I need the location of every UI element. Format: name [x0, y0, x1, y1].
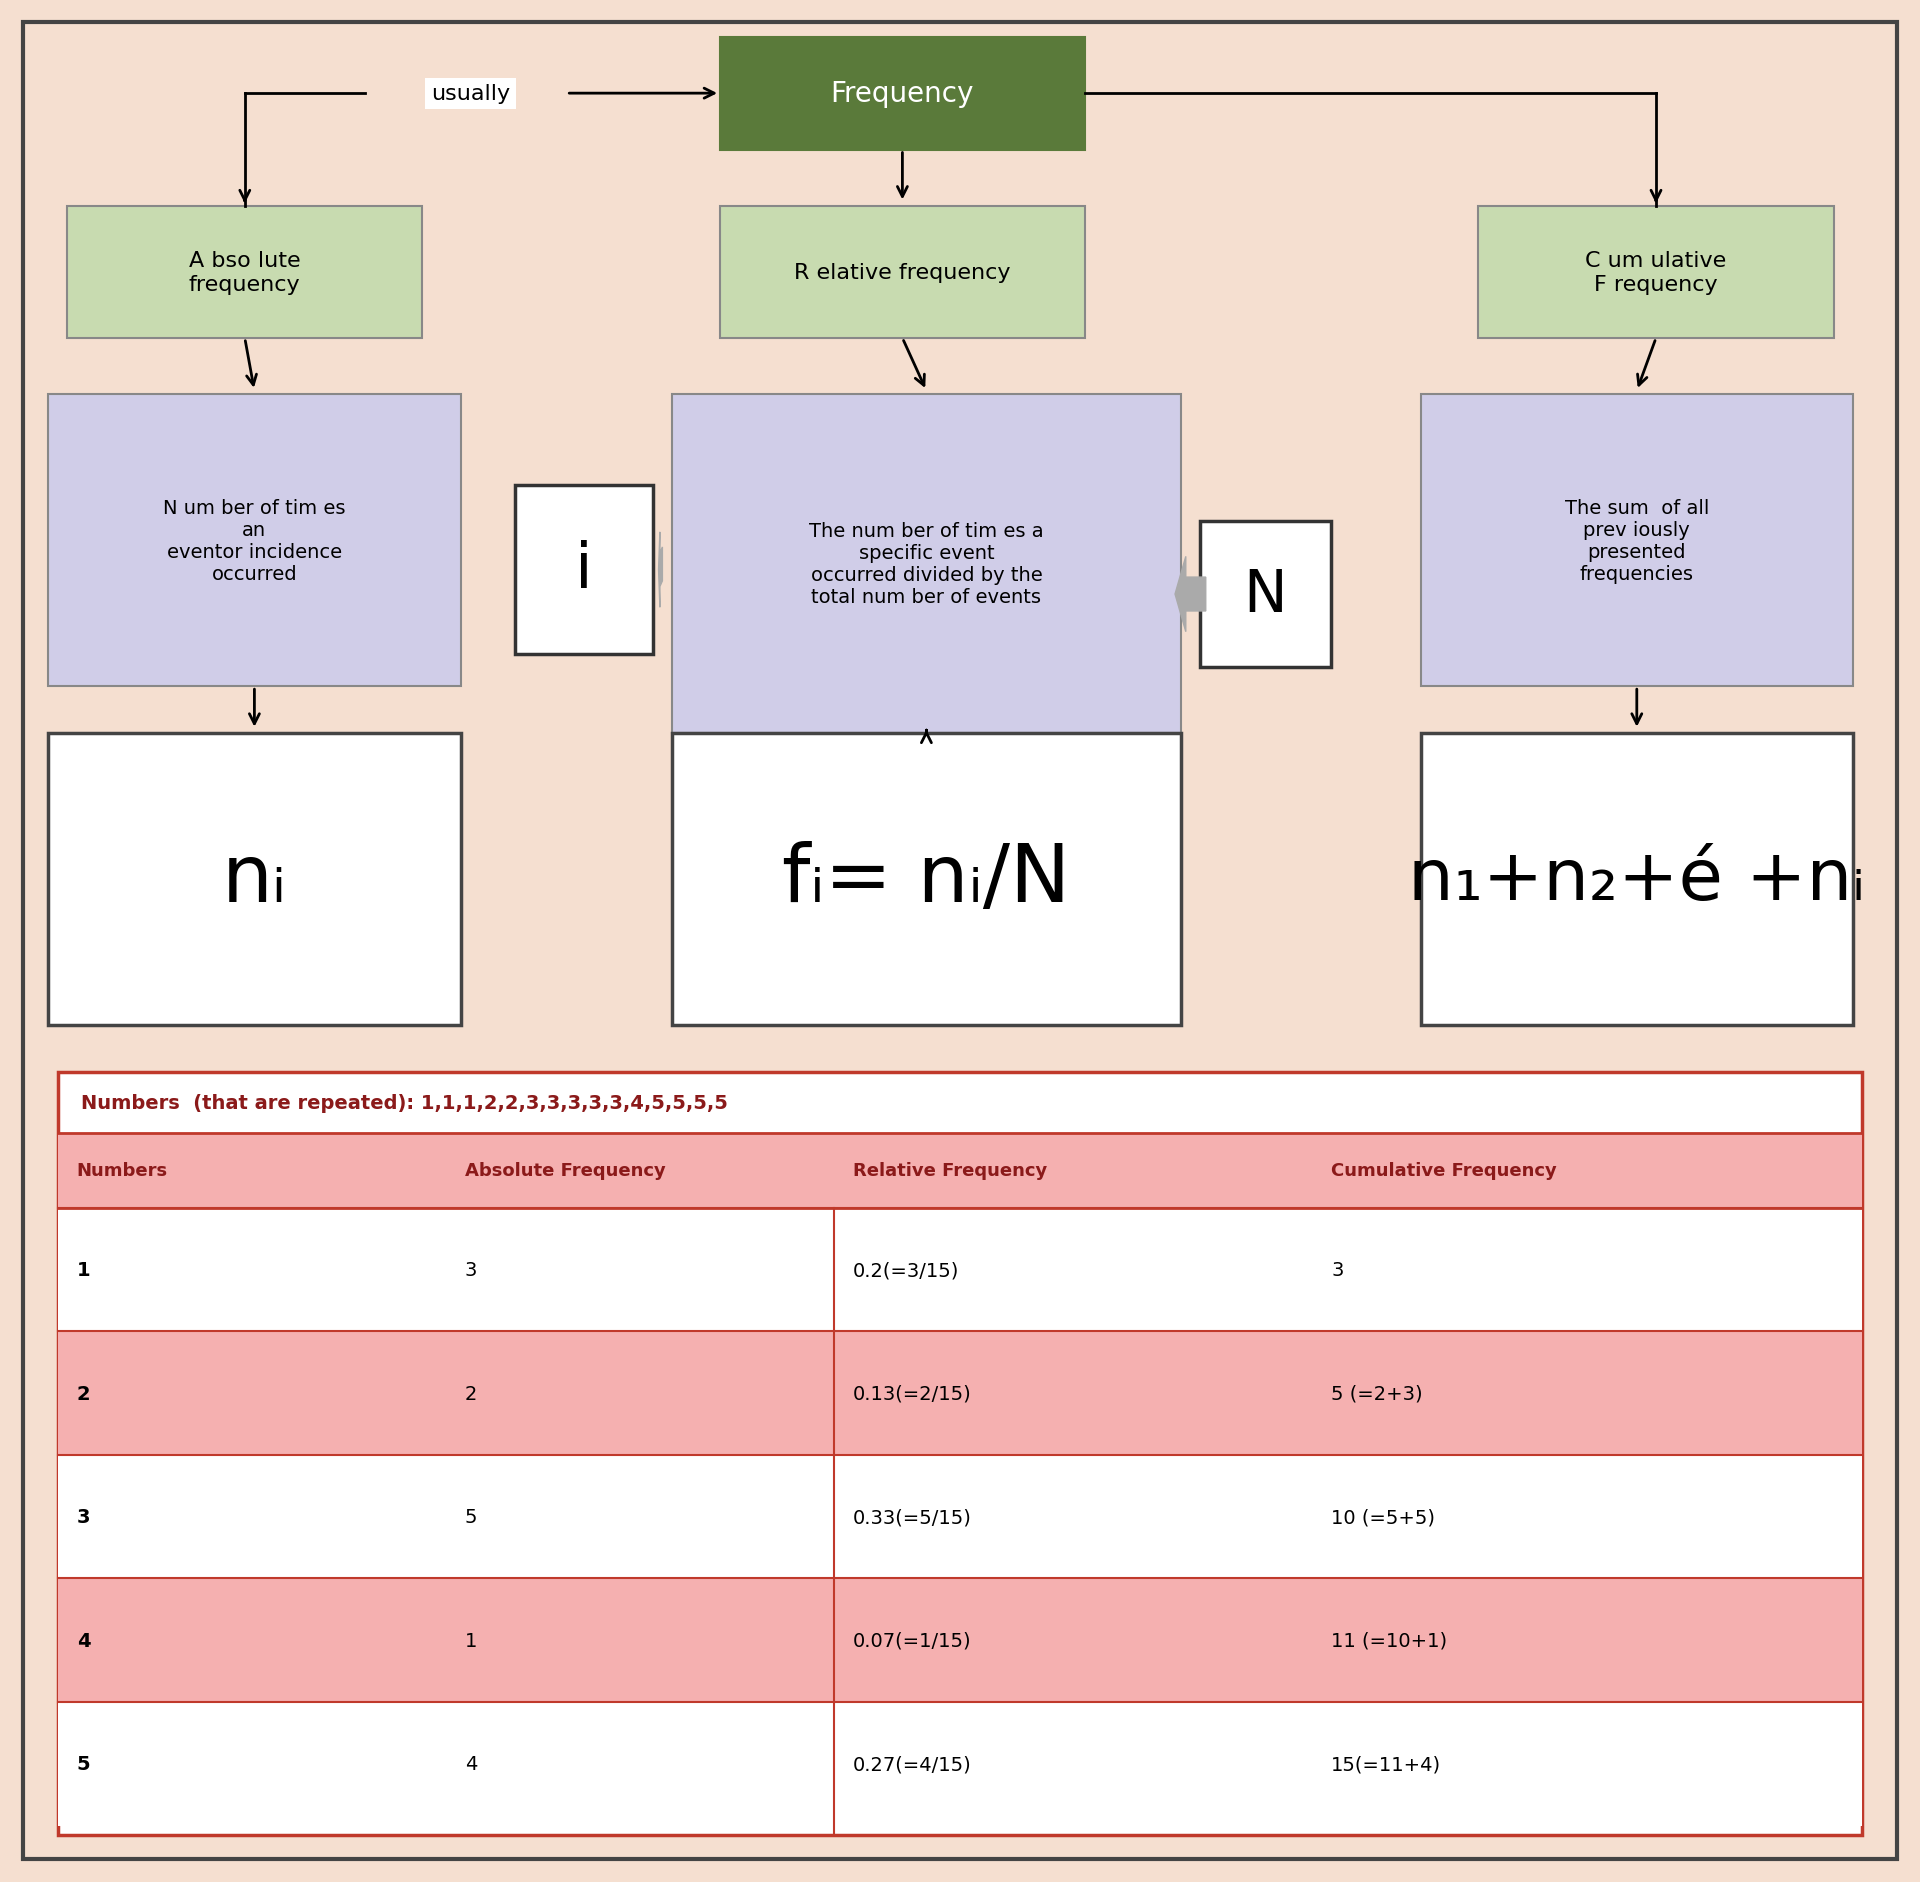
Text: usually: usually: [430, 85, 511, 104]
Text: Absolute Frequency: Absolute Frequency: [465, 1161, 666, 1180]
Polygon shape: [659, 533, 662, 608]
Text: 10 (=5+5): 10 (=5+5): [1331, 1507, 1434, 1526]
Text: 1: 1: [77, 1261, 90, 1280]
Text: Cumulative Frequency: Cumulative Frequency: [1331, 1161, 1557, 1180]
Text: 5 (=2+3): 5 (=2+3): [1331, 1383, 1423, 1402]
FancyBboxPatch shape: [58, 1701, 1862, 1826]
Text: 2: 2: [77, 1383, 90, 1402]
FancyBboxPatch shape: [58, 1208, 1862, 1332]
FancyBboxPatch shape: [58, 1073, 1862, 1835]
Text: N: N: [1244, 566, 1286, 623]
FancyBboxPatch shape: [515, 486, 653, 655]
FancyBboxPatch shape: [1421, 734, 1853, 1026]
Text: 4: 4: [77, 1632, 90, 1651]
Text: 4: 4: [465, 1754, 478, 1773]
Text: The num ber of tim es a
specific event
occurred divided by the
total num ber of : The num ber of tim es a specific event o…: [808, 521, 1044, 608]
Text: fᵢ= nᵢ/N: fᵢ= nᵢ/N: [781, 841, 1071, 918]
FancyBboxPatch shape: [23, 23, 1897, 1859]
Text: 5: 5: [465, 1507, 478, 1526]
Text: The sum  of all
prev iously
presented
frequencies: The sum of all prev iously presented fre…: [1565, 499, 1709, 583]
Text: 1: 1: [465, 1632, 478, 1651]
Text: 0.27(=4/15): 0.27(=4/15): [852, 1754, 972, 1773]
FancyBboxPatch shape: [48, 734, 461, 1026]
FancyBboxPatch shape: [58, 1455, 1862, 1579]
Text: i: i: [574, 540, 593, 600]
Text: Frequency: Frequency: [831, 81, 973, 107]
Text: 0.07(=1/15): 0.07(=1/15): [852, 1632, 972, 1651]
FancyBboxPatch shape: [672, 734, 1181, 1026]
FancyBboxPatch shape: [672, 395, 1181, 734]
Text: 0.13(=2/15): 0.13(=2/15): [852, 1383, 972, 1402]
Text: 3: 3: [77, 1507, 90, 1526]
FancyBboxPatch shape: [58, 1579, 1862, 1701]
Text: 0.33(=5/15): 0.33(=5/15): [852, 1507, 972, 1526]
FancyBboxPatch shape: [1478, 207, 1834, 339]
Text: R elative frequency: R elative frequency: [795, 263, 1010, 282]
Text: Numbers: Numbers: [77, 1161, 167, 1180]
FancyBboxPatch shape: [720, 207, 1085, 339]
Text: 2: 2: [465, 1383, 478, 1402]
Text: n₁+n₂+é +nᵢ: n₁+n₂+é +nᵢ: [1407, 845, 1866, 915]
Text: 11 (=10+1): 11 (=10+1): [1331, 1632, 1448, 1651]
FancyBboxPatch shape: [58, 1332, 1862, 1455]
Text: 5: 5: [77, 1754, 90, 1773]
FancyBboxPatch shape: [720, 38, 1085, 151]
Text: 3: 3: [1331, 1261, 1344, 1280]
Text: 15(=11+4): 15(=11+4): [1331, 1754, 1442, 1773]
FancyBboxPatch shape: [67, 207, 422, 339]
Polygon shape: [1175, 557, 1206, 632]
FancyBboxPatch shape: [48, 395, 461, 687]
FancyBboxPatch shape: [1200, 521, 1331, 668]
Text: A bso lute
frequency: A bso lute frequency: [188, 252, 301, 294]
Text: Numbers  (that are repeated): 1,1,1,2,2,3,3,3,3,3,4,5,5,5,5: Numbers (that are repeated): 1,1,1,2,2,3…: [81, 1093, 728, 1112]
Text: C um ulative
F requency: C um ulative F requency: [1586, 252, 1726, 294]
FancyBboxPatch shape: [1421, 395, 1853, 687]
Text: Relative Frequency: Relative Frequency: [852, 1161, 1046, 1180]
FancyBboxPatch shape: [58, 1133, 1862, 1208]
Text: 0.2(=3/15): 0.2(=3/15): [852, 1261, 960, 1280]
Text: 3: 3: [465, 1261, 478, 1280]
Text: nᵢ: nᵢ: [223, 841, 286, 918]
Text: N um ber of tim es
an
eventor incidence
occurred: N um ber of tim es an eventor incidence …: [163, 499, 346, 583]
